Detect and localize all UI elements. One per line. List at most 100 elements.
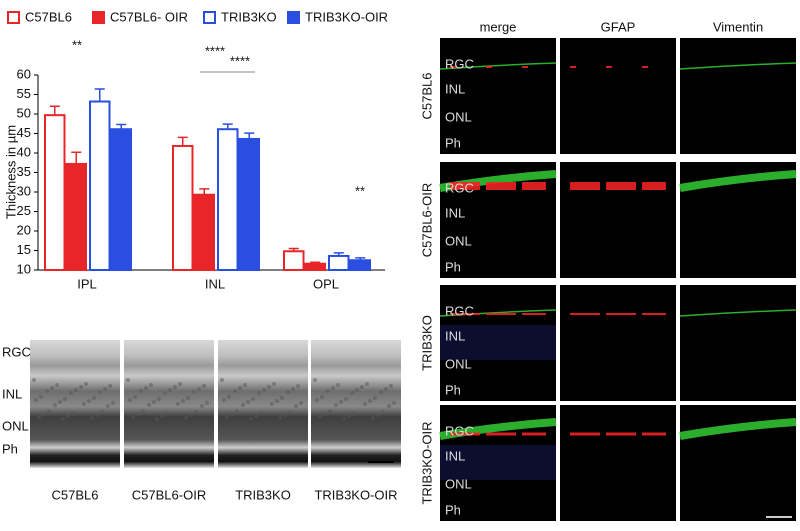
histology-texture xyxy=(331,386,335,390)
error-bar xyxy=(71,151,82,164)
histology-texture xyxy=(365,382,369,386)
histology-texture xyxy=(344,397,348,401)
fluorescence-layer-label: ONL xyxy=(445,233,472,248)
histology-texture xyxy=(288,410,292,414)
histology-texture xyxy=(384,387,388,391)
fluorescence-layer-label: INL xyxy=(445,81,465,96)
histology-texture xyxy=(320,395,324,399)
histology-texture xyxy=(181,399,185,403)
histology-texture xyxy=(205,401,209,405)
fluorescence-signal xyxy=(440,325,556,360)
histology-texture xyxy=(32,378,36,382)
histology-texture xyxy=(202,384,206,388)
histology-texture xyxy=(186,396,190,400)
histology-texture xyxy=(355,388,359,392)
histology-column-label: TRIB3KO xyxy=(235,487,291,502)
fluorescence-layer-label: Ph xyxy=(445,502,461,517)
histology-texture xyxy=(315,398,319,402)
histology-texture xyxy=(299,401,303,405)
error-bar xyxy=(199,188,210,195)
histology-texture xyxy=(37,415,41,419)
histology-texture xyxy=(163,391,167,395)
histology-texture xyxy=(272,382,276,386)
fluorescence-image xyxy=(680,285,796,401)
histology-layer-label: INL xyxy=(2,386,22,401)
histology-texture xyxy=(39,395,43,399)
histology-texture xyxy=(280,396,284,400)
histology-texture xyxy=(323,412,327,416)
histology-texture xyxy=(136,412,140,416)
histology-texture xyxy=(126,378,130,382)
fluorescence-image xyxy=(680,38,796,154)
histology-texture xyxy=(241,403,245,407)
histology-texture xyxy=(106,404,110,408)
histology-texture xyxy=(334,403,338,407)
histology-texture xyxy=(220,378,224,382)
histology-texture xyxy=(69,391,73,395)
bar xyxy=(89,100,111,271)
histology-texture xyxy=(90,416,94,420)
histology-texture xyxy=(82,402,86,406)
histology-texture xyxy=(50,386,54,390)
histology-texture xyxy=(74,388,78,392)
error-bar xyxy=(49,105,60,116)
histology-texture xyxy=(313,378,317,382)
bar xyxy=(172,144,194,271)
histology-texture xyxy=(58,400,62,404)
y-tick-label: 40 xyxy=(17,144,31,159)
y-tick-label: 25 xyxy=(17,203,31,218)
histology-texture xyxy=(296,384,300,388)
fluorescence-image xyxy=(440,38,556,154)
bar xyxy=(110,128,132,271)
fluorescence-image xyxy=(560,405,676,521)
histology-texture xyxy=(326,389,330,393)
histology-column-label: C57BL6 xyxy=(52,487,99,502)
histology-texture xyxy=(157,397,161,401)
bar xyxy=(238,137,260,271)
histology-texture xyxy=(92,396,96,400)
fluorescence-layer-label: RGC xyxy=(445,56,474,71)
fluorescence-layer-label: ONL xyxy=(445,109,472,124)
histology-layer-label: RGC xyxy=(2,344,31,359)
histology-texture xyxy=(168,388,172,392)
error-bar xyxy=(355,257,366,261)
histology-texture xyxy=(275,399,279,403)
histology-texture xyxy=(233,389,237,393)
histology-texture xyxy=(133,395,137,399)
y-axis-label: Thickness in µm xyxy=(3,125,18,219)
legend-swatch xyxy=(287,11,300,24)
bar xyxy=(283,250,305,271)
y-tick-label: 35 xyxy=(17,164,31,179)
histology-texture xyxy=(71,411,75,415)
histology-layer-label: Ph xyxy=(2,441,18,456)
fluorescence-signal xyxy=(440,445,556,480)
histology-texture xyxy=(111,401,115,405)
histology-texture xyxy=(286,390,290,394)
legend-label: C57BL6- OIR xyxy=(110,9,188,24)
histology-texture xyxy=(184,416,188,420)
histology-texture xyxy=(55,383,59,387)
error-bar xyxy=(333,252,344,256)
histology-texture xyxy=(336,383,340,387)
histology-texture xyxy=(100,410,104,414)
histology-texture xyxy=(152,400,156,404)
histology-texture xyxy=(225,415,229,419)
fluorescence-signal xyxy=(439,309,557,317)
histology-texture xyxy=(61,417,65,421)
histology-texture xyxy=(291,387,295,391)
fluorescence-image xyxy=(560,38,676,154)
fluorescence-layer-label: Ph xyxy=(445,135,461,150)
y-tick-label: 60 xyxy=(17,66,31,81)
histology-texture xyxy=(368,399,372,403)
fluorescence-row-label: TRIB3KO-OIR xyxy=(419,421,434,504)
bar xyxy=(328,254,350,272)
histology-texture xyxy=(160,414,164,418)
histology-texture xyxy=(392,401,396,405)
legend-label: TRIB3KO-OIR xyxy=(305,9,388,24)
histology-texture xyxy=(197,387,201,391)
bar xyxy=(304,262,326,272)
histology-texture xyxy=(342,417,346,421)
histology-texture xyxy=(381,410,385,414)
histology-texture xyxy=(373,396,377,400)
histology-texture xyxy=(47,409,51,413)
